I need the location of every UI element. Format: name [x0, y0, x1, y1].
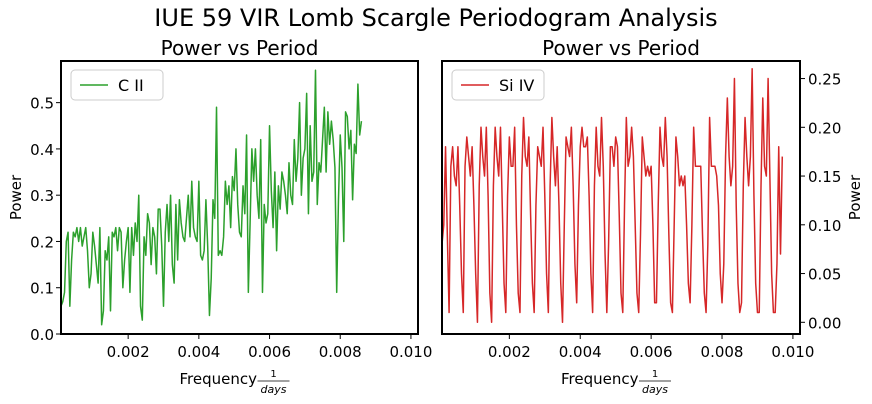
x-tick-label: 0.008 — [701, 343, 744, 361]
legend: C II — [70, 69, 164, 101]
x-tick-label: 0.002 — [107, 343, 150, 361]
y-tick-label: 0.1 — [30, 280, 54, 298]
y-tick-label: 0.00 — [808, 314, 841, 332]
plot-frame — [441, 60, 801, 335]
x-axis-label: Frequency — [561, 370, 639, 388]
panel-title: Power vs Period — [161, 36, 319, 60]
x-axis-unit-numerator: 1 — [652, 369, 658, 380]
y-tick-label: 0.3 — [30, 187, 54, 205]
y-tick-label: 0.15 — [808, 168, 841, 186]
y-tick-label: 0.05 — [808, 266, 841, 284]
x-tick-label: 0.006 — [630, 343, 673, 361]
legend: Si IV — [451, 69, 545, 101]
y-tick-label: 0.0 — [30, 326, 54, 344]
series-line-c-ii — [61, 69, 363, 326]
y-tick-label: 0.5 — [30, 95, 54, 113]
x-axis-unit-denominator: days — [261, 383, 287, 396]
x-axis-unit-denominator: days — [642, 383, 668, 396]
y-tick-label: 0.25 — [808, 71, 841, 89]
x-tick-label: 0.006 — [248, 343, 291, 361]
chart-panel-2: Power vs Period 0.002 0.004 0.006 0.008 0.010… — [441, 36, 864, 396]
series-line-si-iv — [442, 68, 784, 324]
plot-frame — [60, 60, 419, 335]
y-tick-label: 0.4 — [30, 141, 54, 159]
y-tick-label: 0.2 — [30, 233, 54, 251]
y-axis-label: Power — [846, 174, 864, 220]
x-tick-label: 0.004 — [177, 343, 220, 361]
legend-box — [451, 69, 545, 101]
legend-label: Si IV — [499, 76, 534, 95]
x-tick-label: 0.004 — [559, 343, 602, 361]
y-tick-label: 0.10 — [808, 217, 841, 235]
x-tick-label: 0.010 — [771, 343, 814, 361]
panel-title: Power vs Period — [542, 36, 700, 60]
figure-suptitle: IUE 59 VIR Lomb Scargle Periodogram Anal… — [154, 4, 717, 32]
x-axis-unit-numerator: 1 — [270, 369, 276, 380]
x-tick-label: 0.008 — [319, 343, 362, 361]
x-tick-label: 0.002 — [488, 343, 531, 361]
x-axis-label: Frequency — [180, 370, 258, 388]
x-tick-label: 0.010 — [389, 343, 432, 361]
legend-label: C II — [118, 76, 144, 95]
y-tick-label: 0.20 — [808, 119, 841, 137]
y-axis-label: Power — [7, 174, 25, 220]
legend-box — [70, 69, 164, 101]
